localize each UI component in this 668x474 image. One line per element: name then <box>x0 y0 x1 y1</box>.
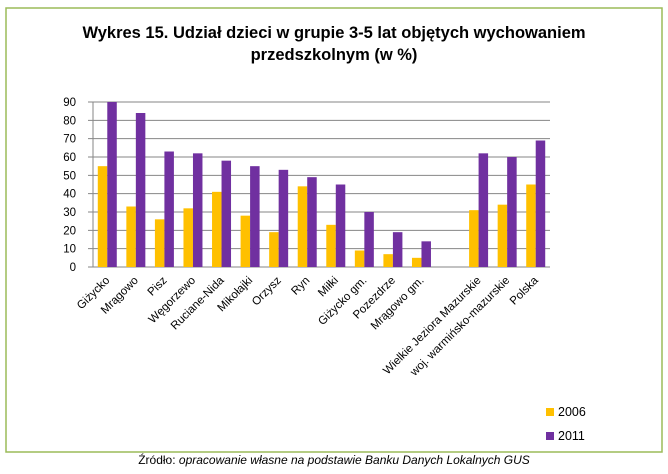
bar <box>250 166 260 267</box>
bar <box>107 102 117 267</box>
y-tick-label: 50 <box>63 170 76 182</box>
y-tick-label: 40 <box>63 189 76 201</box>
legend-swatch <box>546 408 554 416</box>
source-label: Źródło: <box>138 453 176 467</box>
bar <box>221 160 232 267</box>
bar <box>354 250 365 267</box>
chart-title: Wykres 15. Udział dzieci w grupie 3-5 la… <box>82 24 586 64</box>
bar <box>278 169 289 267</box>
bar <box>526 184 536 267</box>
bar <box>97 166 108 267</box>
bar <box>297 186 308 267</box>
bar <box>307 177 317 267</box>
bar <box>478 153 489 267</box>
x-tick-label: Miłki <box>316 275 341 300</box>
bar <box>212 191 222 267</box>
source-text: opracowanie własne na podstawie Banku Da… <box>178 453 530 467</box>
bar <box>154 219 165 267</box>
bar <box>507 157 517 267</box>
y-tick-label: 10 <box>63 244 76 256</box>
bar <box>469 210 479 267</box>
bar <box>183 208 193 267</box>
bar <box>383 254 393 267</box>
y-tick-label: 20 <box>63 225 76 237</box>
bar <box>392 232 403 267</box>
source: Źródło: opracowanie własne na podstawie … <box>0 453 668 467</box>
y-tick-label: 80 <box>63 115 76 127</box>
bar <box>164 151 174 267</box>
y-tick-label: 60 <box>63 152 76 164</box>
legend-swatch <box>546 432 554 440</box>
bar <box>535 140 546 267</box>
bar <box>126 206 136 267</box>
legend-label: 2006 <box>558 405 586 419</box>
y-tick-label: 0 <box>70 262 76 274</box>
bar <box>335 184 346 267</box>
x-tick-label: Polska <box>508 274 541 307</box>
chart-frame <box>5 7 663 453</box>
x-tick-label: Pisz <box>146 274 170 298</box>
y-tick-label: 70 <box>63 134 76 146</box>
bar <box>269 232 279 267</box>
y-tick-label: 30 <box>63 207 76 219</box>
bar <box>497 204 508 267</box>
bar <box>135 113 146 267</box>
bar <box>192 153 203 267</box>
bar <box>240 215 251 267</box>
bar <box>421 241 431 267</box>
bar <box>411 257 422 267</box>
x-tick-label: Orzysz <box>250 274 284 308</box>
y-tick-label: 90 <box>63 97 76 109</box>
legend-label: 2011 <box>558 429 585 443</box>
bar <box>326 224 336 267</box>
bar <box>364 212 374 267</box>
x-tick-label: Ryn <box>289 275 312 298</box>
